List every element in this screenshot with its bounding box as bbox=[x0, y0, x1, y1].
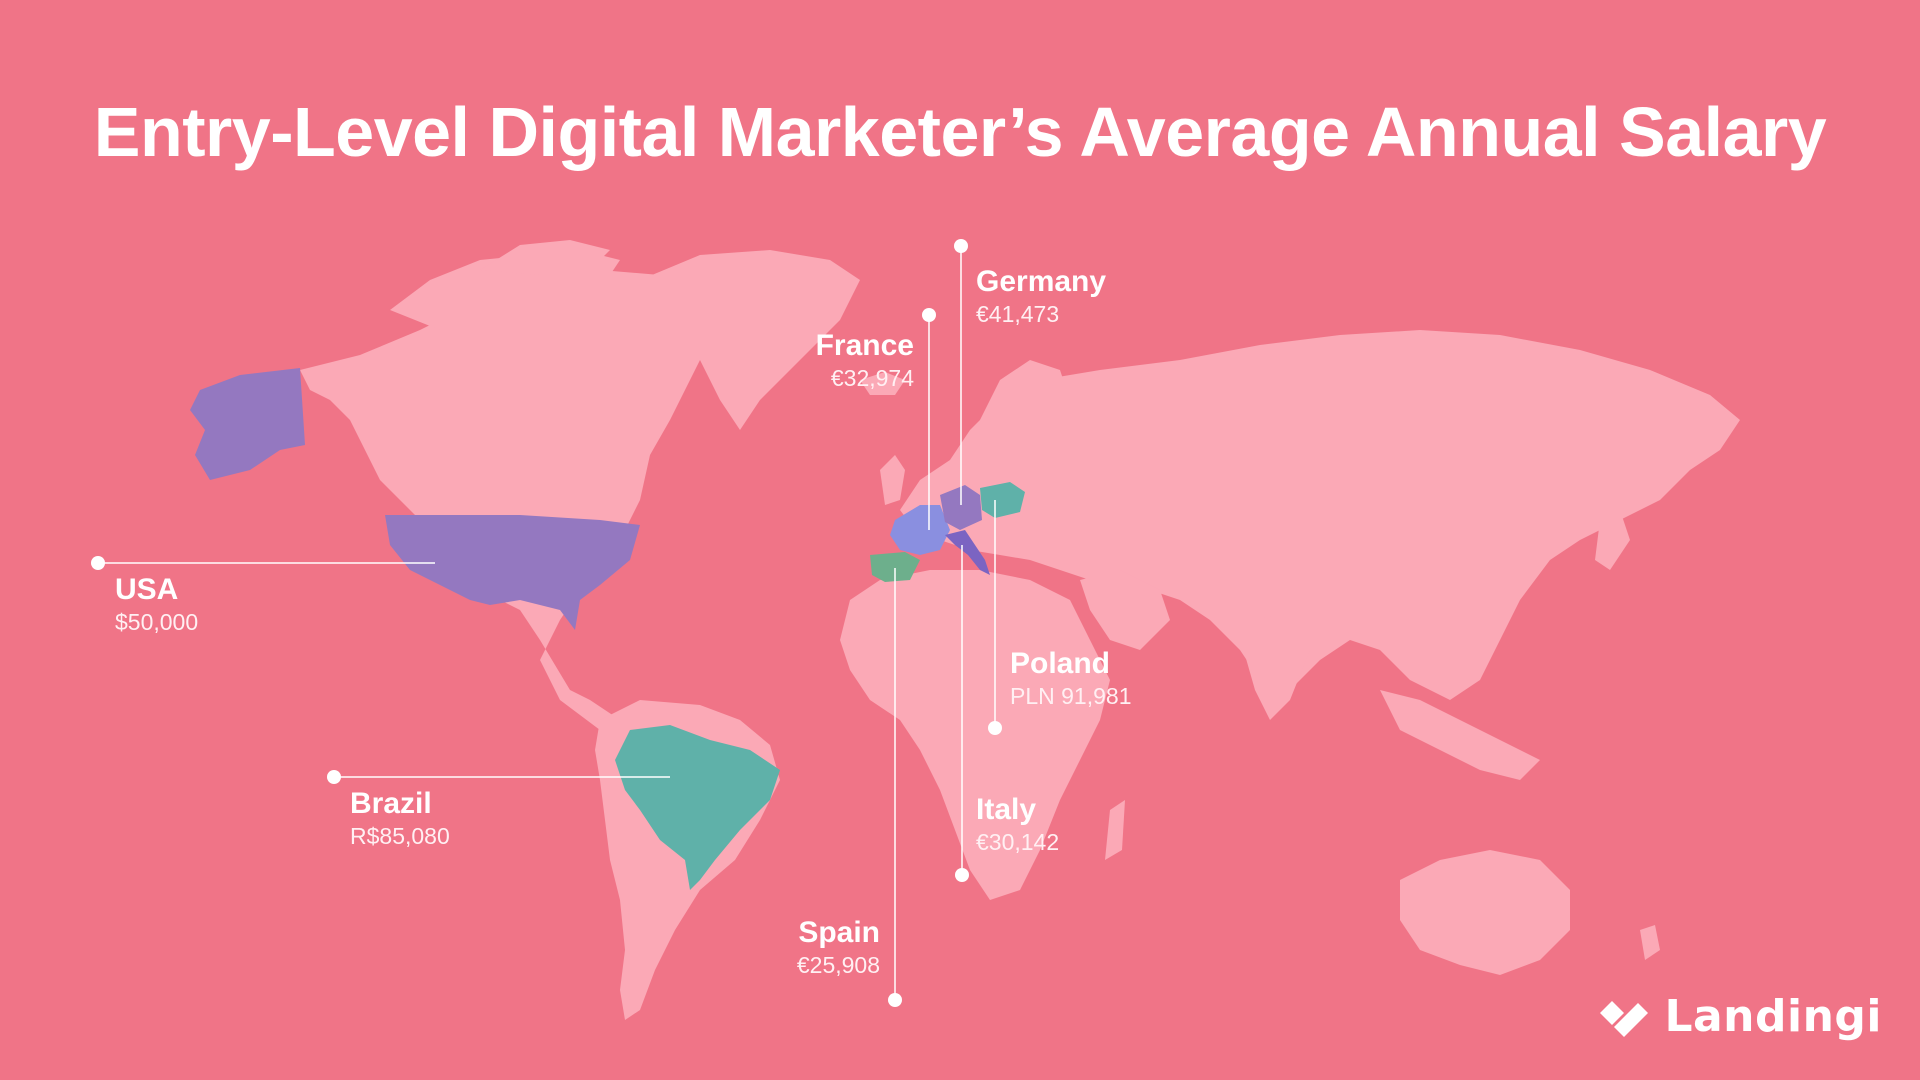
arctic-islands bbox=[480, 240, 610, 275]
dot-usa bbox=[91, 556, 105, 570]
eurasia bbox=[900, 330, 1740, 700]
country-spain bbox=[870, 552, 920, 582]
country-name: Brazil bbox=[350, 787, 432, 820]
label-usa: USA $50,000 bbox=[115, 573, 198, 637]
country-italy bbox=[945, 530, 990, 575]
greenland bbox=[640, 250, 860, 430]
land-masses bbox=[300, 240, 1740, 1020]
brand-logo: Landingi bbox=[1598, 991, 1882, 1042]
country-name: USA bbox=[115, 573, 179, 606]
new-zealand bbox=[1640, 925, 1660, 960]
southeast-asia bbox=[1380, 690, 1540, 780]
dot-poland bbox=[988, 721, 1002, 735]
scandinavia bbox=[980, 360, 1070, 450]
country-salary: €41,473 bbox=[976, 301, 1060, 327]
country-salary: $50,000 bbox=[115, 609, 199, 635]
country-name: Poland bbox=[1010, 647, 1111, 680]
country-name: Germany bbox=[976, 265, 1107, 298]
leader-lines bbox=[91, 239, 1002, 1007]
country-usa bbox=[385, 515, 640, 630]
country-salary: R$85,080 bbox=[350, 823, 450, 849]
iceland bbox=[860, 372, 905, 395]
country-salary: €25,908 bbox=[796, 952, 880, 978]
country-salary: PLN 91,981 bbox=[1010, 683, 1132, 709]
great-britain bbox=[880, 455, 905, 505]
dot-spain bbox=[888, 993, 902, 1007]
label-spain: Spain €25,908 bbox=[797, 916, 880, 980]
label-italy: Italy €30,142 bbox=[976, 793, 1059, 857]
brand-name: Landingi bbox=[1664, 991, 1882, 1042]
arabia bbox=[1080, 570, 1170, 650]
country-poland bbox=[980, 482, 1025, 518]
label-poland: Poland PLN 91,981 bbox=[1010, 647, 1131, 711]
country-salary: €32,974 bbox=[830, 365, 914, 391]
india bbox=[1240, 615, 1310, 720]
country-usa-alaska bbox=[190, 368, 305, 480]
country-name: Spain bbox=[798, 916, 880, 949]
dot-italy bbox=[955, 868, 969, 882]
africa bbox=[840, 570, 1110, 900]
label-brazil: Brazil R$85,080 bbox=[350, 787, 450, 851]
dot-brazil bbox=[327, 770, 341, 784]
dot-germany bbox=[954, 239, 968, 253]
landingi-logo-icon bbox=[1600, 1000, 1649, 1037]
country-name: Italy bbox=[976, 793, 1037, 826]
madagascar bbox=[1105, 800, 1125, 860]
label-germany: Germany €41,473 bbox=[976, 265, 1106, 329]
country-name: France bbox=[815, 329, 914, 362]
country-germany bbox=[940, 485, 982, 530]
country-france bbox=[890, 505, 950, 555]
page-title: Entry-Level Digital Marketer’s Average A… bbox=[93, 93, 1827, 171]
country-brazil bbox=[615, 725, 780, 890]
highlighted-countries bbox=[190, 368, 1025, 890]
label-france: France €32,974 bbox=[816, 329, 914, 393]
north-america bbox=[300, 270, 710, 740]
australia bbox=[1400, 850, 1570, 975]
japan bbox=[1595, 510, 1630, 570]
country-salary: €30,142 bbox=[976, 829, 1060, 855]
dot-france bbox=[922, 308, 936, 322]
